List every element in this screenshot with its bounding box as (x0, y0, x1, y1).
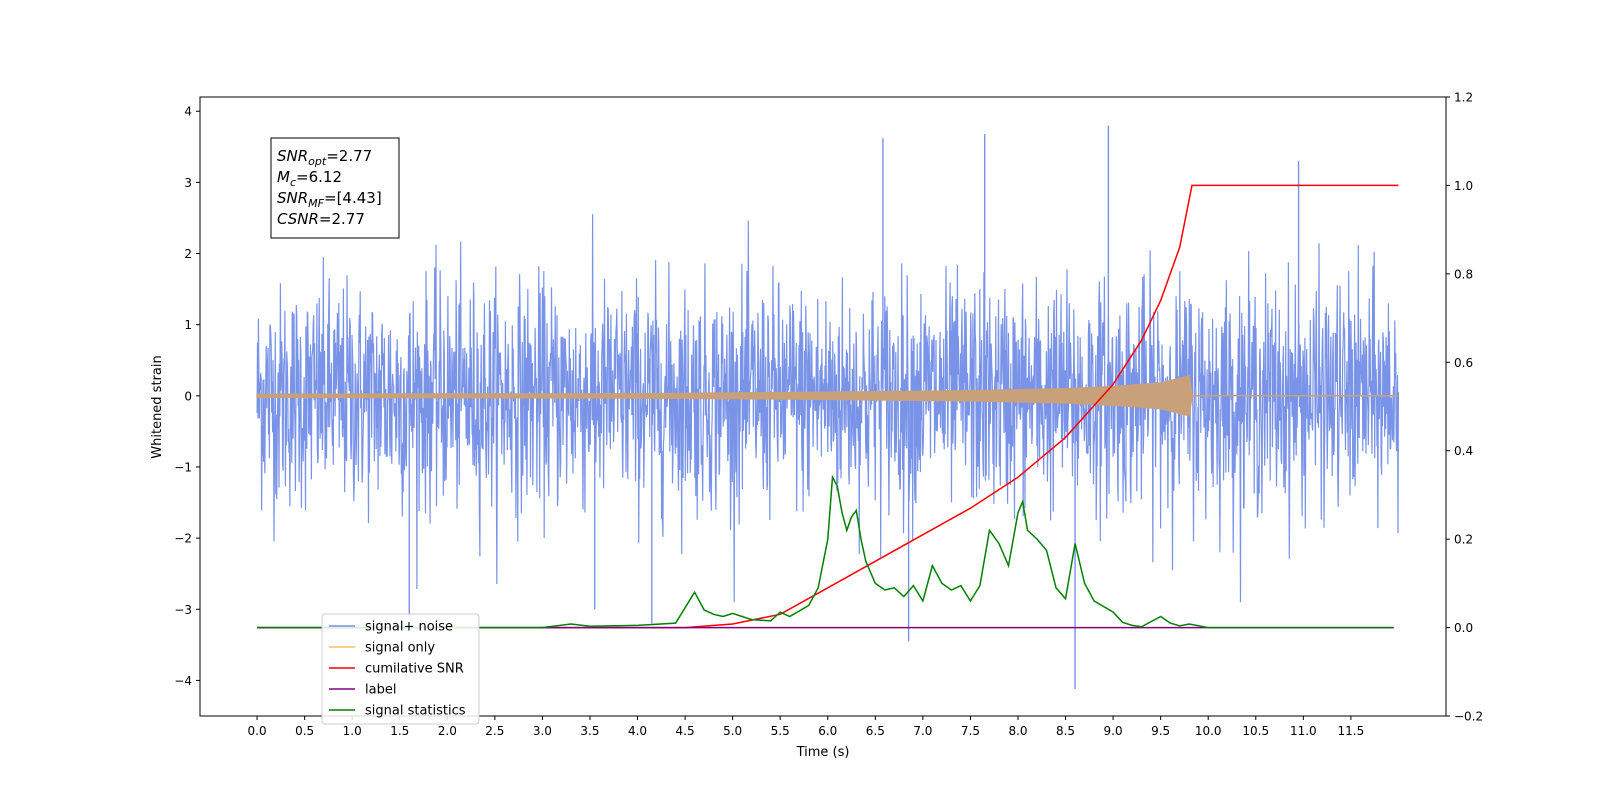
series-cumilative-snr-line (257, 184, 1399, 629)
x-tick-label: 5.5 (771, 724, 790, 738)
y2-tick-label: 1.0 (1454, 179, 1473, 193)
y2-tick-label: 0.4 (1454, 444, 1473, 458)
annotation-subscript: MF (308, 197, 324, 210)
annotation-value: =[4.43] (324, 189, 382, 207)
y-tick-label: −2 (174, 532, 192, 546)
legend-frame (321, 613, 480, 725)
series-signal-statistics-line (257, 474, 1394, 629)
series-signal-only (256, 374, 1399, 417)
x-tick-label: 6.5 (866, 724, 885, 738)
legend-label: signal+ noise (365, 620, 453, 635)
x-tick-label: 7.0 (913, 724, 932, 738)
y-tick-label: −4 (174, 674, 192, 688)
x-tick-label: 1.5 (390, 724, 409, 738)
annotation-subscript: c (290, 176, 296, 189)
annotation-subscript: opt (308, 155, 327, 168)
y-tick-label: −1 (174, 460, 192, 474)
y-tick-label: −3 (174, 603, 192, 617)
annotation-line: Mc=6.12 (277, 168, 342, 189)
x-tick-label: 3.5 (580, 724, 599, 738)
x-axis-label: Time (s) (796, 745, 850, 760)
y2-tick-label: 0.8 (1454, 267, 1473, 281)
y-tick-label: 1 (184, 318, 192, 332)
annotation-frame (270, 137, 400, 239)
annotation-line: SNRMF=[4.43] (277, 189, 382, 210)
annotation-value: =2.77 (326, 147, 372, 165)
x-tick-label: 8.0 (1008, 724, 1027, 738)
legend: signal+ noise signal only cumilative SNR la… (321, 613, 480, 725)
series-signal-only-band (256, 374, 1399, 417)
x-tick-label: 2.5 (485, 724, 504, 738)
annotation-symbol: CSNR (277, 210, 319, 228)
axes-layer: 0.0 0.5 1.0 1.5 2.0 2.5 3.0 3.5 4.0 4.5 5.0 5.5 6.0 6… (174, 91, 1483, 739)
annotation-value: =2.77 (319, 210, 365, 228)
legend-label: signal statistics (365, 704, 466, 719)
annotation-symbol: SNR (277, 189, 308, 207)
y2-tick-label: 0.0 (1454, 621, 1473, 635)
x-tick-label: 6.0 (818, 724, 837, 738)
legend-label: cumilative SNR (365, 662, 464, 677)
x-tick-label: 9.5 (1151, 724, 1170, 738)
y-tick-label: 0 (184, 389, 192, 403)
x-tick-label: 10.5 (1242, 724, 1269, 738)
y-axis-label: Whitened strain (150, 355, 165, 458)
x-tick-label: 7.5 (961, 724, 980, 738)
y-tick-label: 3 (184, 176, 192, 190)
x-tick-label: 11.5 (1338, 724, 1365, 738)
x-tick-label: 5.0 (723, 724, 742, 738)
x-tick-label: 4.5 (676, 724, 695, 738)
x-tick-label: 0.0 (248, 724, 267, 738)
x-tick-label: 10.0 (1195, 724, 1222, 738)
x-tick-label: 9.0 (1104, 724, 1123, 738)
x-tick-label: 0.5 (295, 724, 314, 738)
y-tick-label: 2 (184, 247, 192, 261)
annotation-line: SNRopt=2.77 (277, 147, 372, 168)
annotation-line: CSNR=2.77 (277, 210, 365, 228)
x-tick-label: 2.0 (438, 724, 457, 738)
legend-label: label (365, 683, 396, 698)
data-layer (256, 125, 1400, 689)
annotation-symbol: SNR (277, 147, 308, 165)
plot-frame (199, 96, 1447, 717)
y2-tick-label: 0.6 (1454, 356, 1473, 370)
y2-tick-label: 1.2 (1454, 91, 1473, 105)
annotation-value: =6.12 (296, 168, 342, 186)
y-tick-label: 4 (184, 105, 192, 119)
x-tick-label: 8.5 (1056, 724, 1075, 738)
annotation-symbol: M (277, 168, 290, 186)
y2-tick-label: 0.2 (1454, 533, 1473, 547)
y2-tick-label: −0.2 (1454, 710, 1483, 724)
series-signal-noise-line (256, 214, 1400, 603)
legend-label: signal only (365, 641, 435, 656)
x-tick-label: 3.0 (533, 724, 552, 738)
x-tick-label: 11.0 (1290, 724, 1317, 738)
x-tick-label: 1.0 (343, 724, 362, 738)
x-tick-label: 4.0 (628, 724, 647, 738)
